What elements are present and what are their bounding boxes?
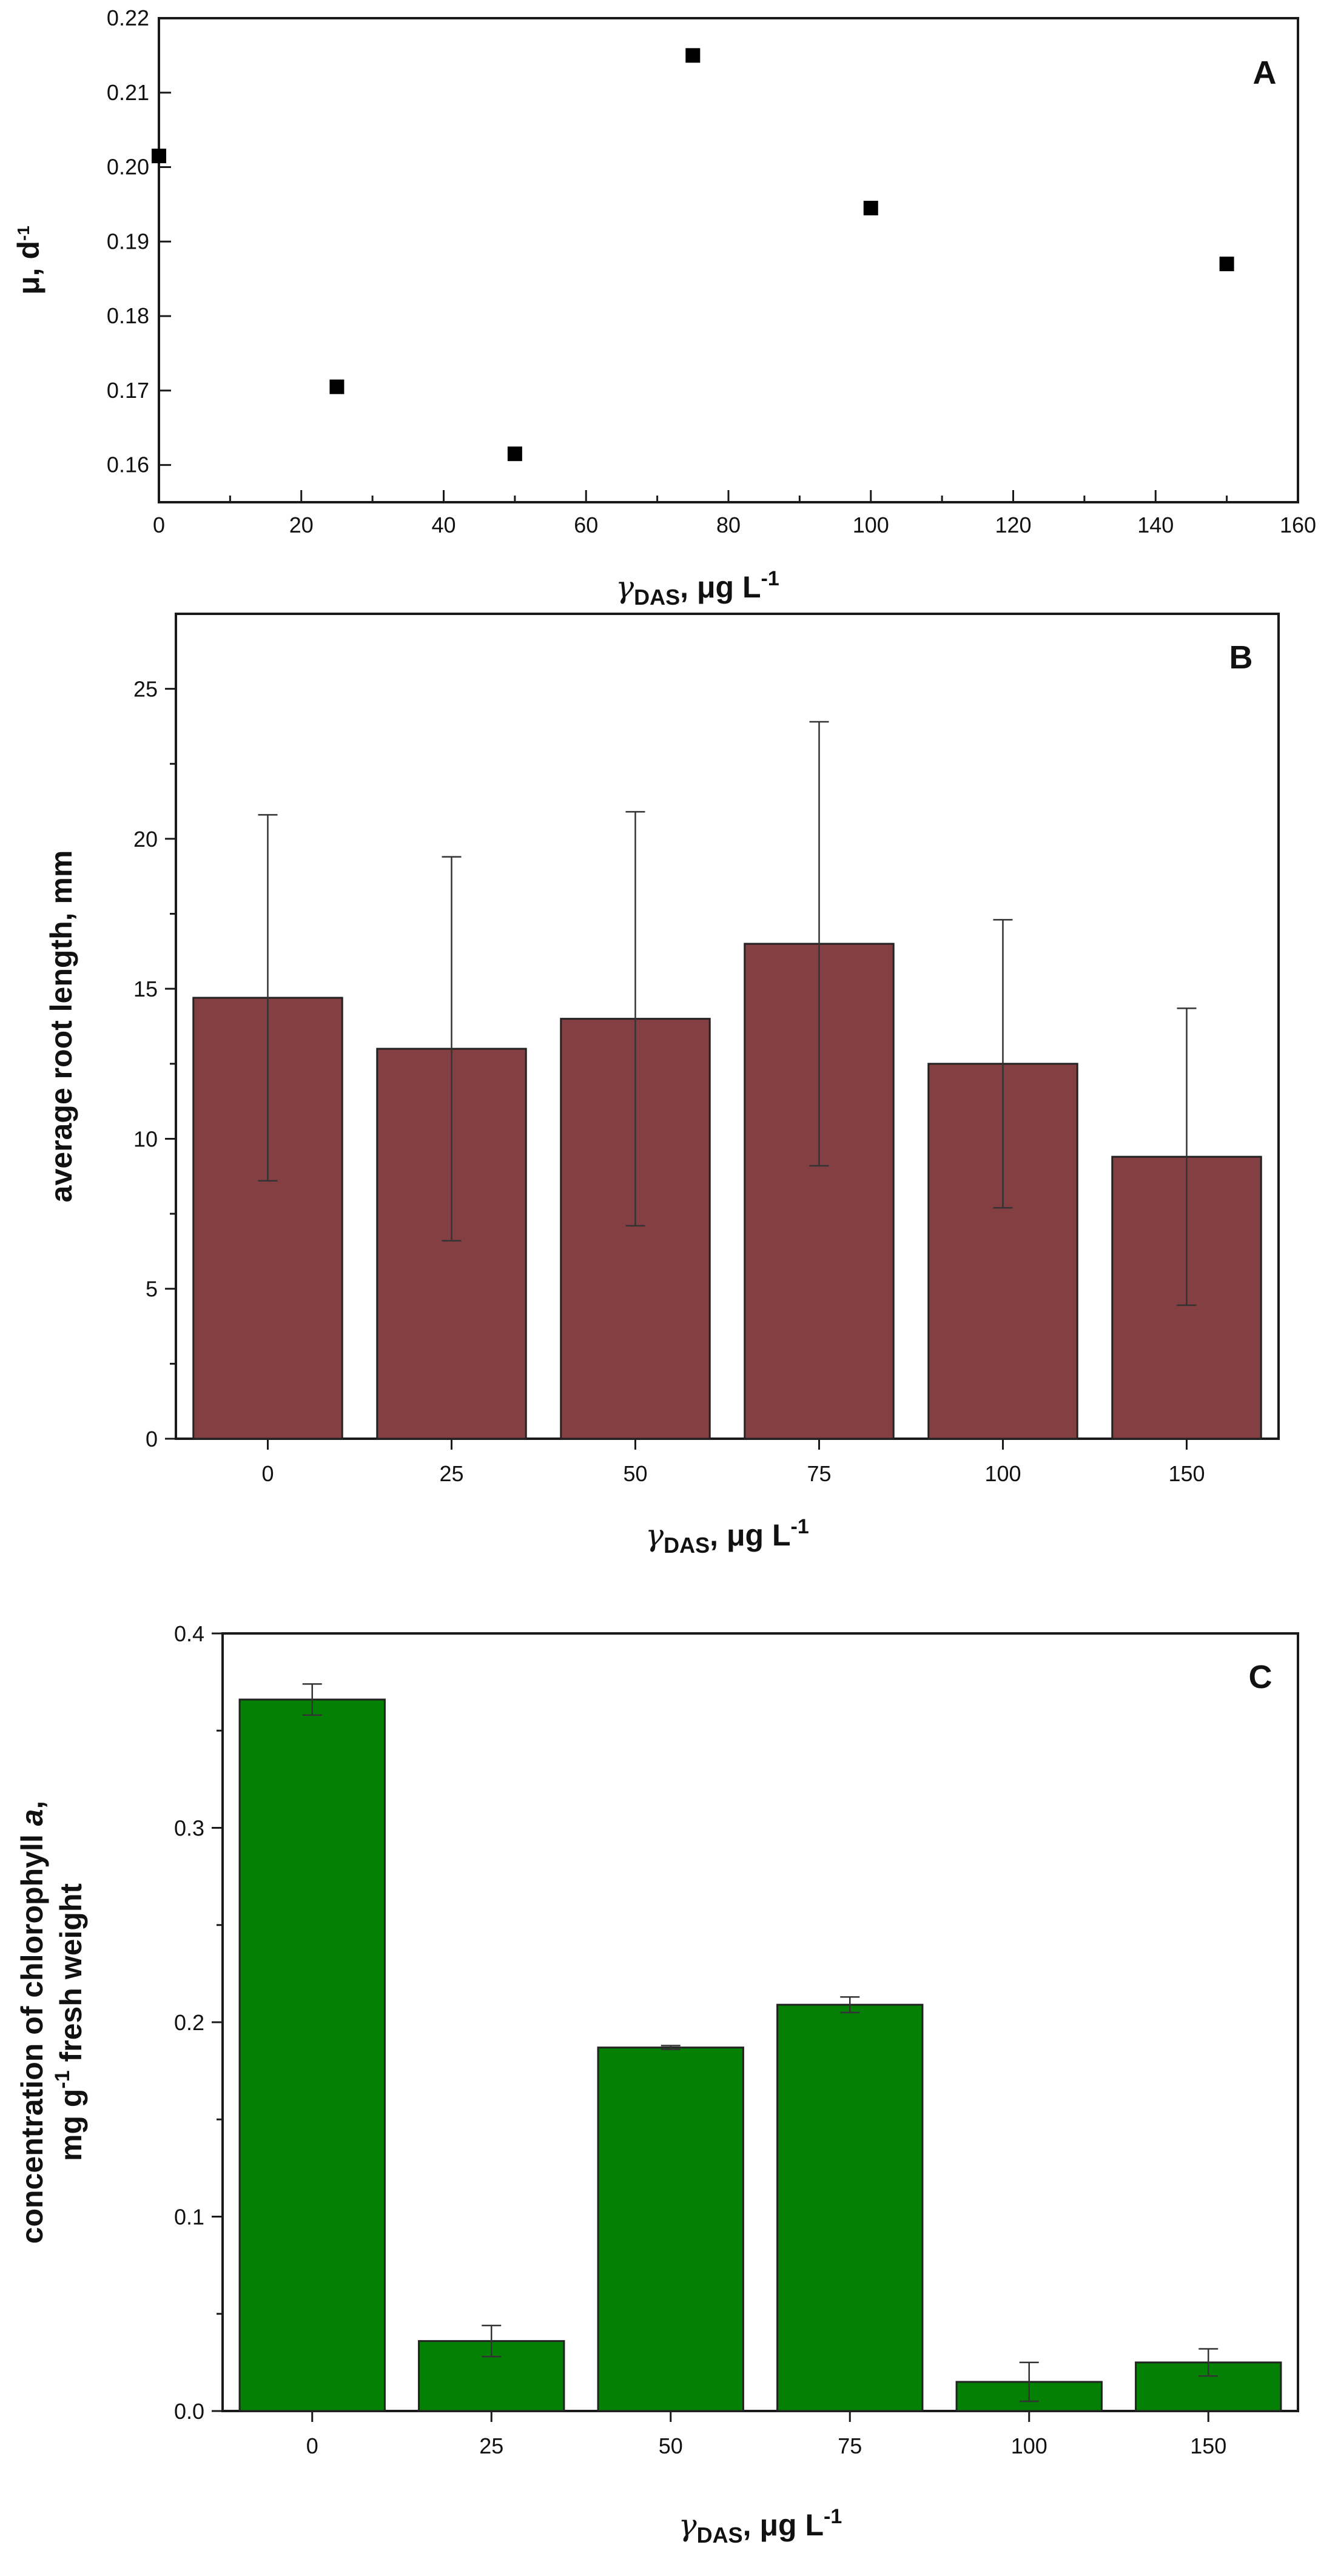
y-axis-label: average root length, mm <box>44 850 78 1203</box>
x-axis-label: γDAS, μg L-1 <box>616 567 779 610</box>
x-axis-label-symbol: γ <box>616 570 634 605</box>
data-point <box>329 379 345 394</box>
y-axis-label-line1: concentration of chlorophyll a, <box>15 1801 49 2244</box>
y-axis-label-italic: a <box>15 1809 49 1826</box>
x-axis-label-symbol: γ <box>645 1518 664 1553</box>
y-axis-label-text: fresh weight <box>54 1883 88 2071</box>
y-tick-label: 0 <box>146 1427 158 1451</box>
data-point <box>507 446 522 462</box>
x-axis-label-subscript: DAS <box>664 1533 710 1558</box>
data-point <box>863 201 878 216</box>
y-axis-label-superscript: -1 <box>51 2070 74 2088</box>
x-axis-label-subscript: DAS <box>634 585 680 610</box>
y-tick-label: 0.19 <box>107 229 149 254</box>
y-tick-label: 20 <box>133 827 158 852</box>
x-tick-label: 0 <box>261 1461 274 1486</box>
plot-frame <box>175 613 1280 1440</box>
y-tick-label: 0.16 <box>107 452 149 477</box>
x-axis-label-subscript: DAS <box>697 2523 743 2547</box>
x-tick-label: 25 <box>479 2433 503 2458</box>
x-tick-label: 0 <box>153 513 165 537</box>
x-tick-label: 100 <box>1011 2433 1047 2458</box>
x-tick-label: 150 <box>1190 2433 1226 2458</box>
x-axis-label-symbol: γ <box>679 2507 697 2543</box>
x-tick-label: 140 <box>1137 513 1174 537</box>
bar <box>597 2046 744 2412</box>
y-tick-label: 10 <box>133 1126 158 1151</box>
panel-a-scatter-chart: 0 20 40 60 80 100 120 140 160 0.16 0.17 0.18 0.19 0.2… <box>12 5 1316 610</box>
data-point <box>1219 257 1234 272</box>
x-tick-label: 75 <box>838 2433 862 2458</box>
x-tick-label: 80 <box>716 513 741 537</box>
x-axis-label-superscript: -1 <box>761 567 779 590</box>
y-tick-label: 0.1 <box>174 2205 204 2230</box>
panel-label: C <box>1249 1659 1272 1695</box>
x-tick-label: 20 <box>289 513 314 537</box>
y-tick-label: 0.22 <box>107 5 149 30</box>
data-point <box>152 149 166 164</box>
x-tick-label: 60 <box>574 513 598 537</box>
y-axis-label-text: , <box>15 1801 49 1809</box>
y-tick-label: 5 <box>146 1277 158 1302</box>
y-tick-label: 25 <box>133 677 158 702</box>
y-axis-label-line2: mg g-1 fresh weight <box>51 1883 88 2161</box>
x-tick-label: 160 <box>1280 513 1316 537</box>
y-tick-label: 0.21 <box>107 80 149 105</box>
y-tick-label: 0.0 <box>174 2399 204 2424</box>
bar <box>238 1698 386 2412</box>
y-tick-label: 0.4 <box>174 1621 204 1646</box>
y-tick-label: 15 <box>133 977 158 1001</box>
x-tick-label: 0 <box>306 2433 318 2458</box>
y-axis-label-text: concentration of chlorophyll <box>15 1826 49 2244</box>
x-tick-label: 50 <box>659 2433 683 2458</box>
x-tick-label: 50 <box>623 1461 647 1486</box>
x-axis-label-unit: , μg L <box>743 2508 824 2542</box>
x-axis-label: γDAS, μg L-1 <box>645 1515 809 1558</box>
x-axis-label-unit: , μg L <box>680 570 761 604</box>
y-tick-label: 0.2 <box>174 2010 204 2035</box>
panel-label: A <box>1253 55 1277 91</box>
y-tick-label: 0.17 <box>107 378 149 403</box>
x-tick-label: 150 <box>1168 1461 1205 1486</box>
x-tick-label: 120 <box>995 513 1031 537</box>
y-tick-label: 0.3 <box>174 1816 204 1841</box>
x-axis-label: γDAS, μg L-1 <box>679 2505 842 2547</box>
x-tick-label: 25 <box>439 1461 463 1486</box>
bar <box>776 2003 924 2412</box>
x-tick-label: 40 <box>431 513 456 537</box>
panel-label: B <box>1229 639 1253 676</box>
x-axis-label-superscript: -1 <box>791 1515 809 1538</box>
y-axis-label: μ, d-1 <box>12 226 45 295</box>
y-axis-label-text: μ, d <box>12 241 45 295</box>
y-tick-label: 0.18 <box>107 303 149 328</box>
x-tick-label: 100 <box>853 513 889 537</box>
x-axis-label-unit: , μg L <box>710 1518 790 1552</box>
y-tick-label: 0.20 <box>107 155 149 180</box>
x-axis-label-superscript: -1 <box>824 2505 842 2528</box>
y-axis-label-text: mg g <box>54 2089 88 2161</box>
plot-frame <box>158 17 1299 503</box>
x-tick-label: 100 <box>984 1461 1021 1486</box>
data-point <box>685 48 701 63</box>
y-axis-label-superscript: -1 <box>14 226 33 241</box>
x-tick-label: 75 <box>807 1461 831 1486</box>
